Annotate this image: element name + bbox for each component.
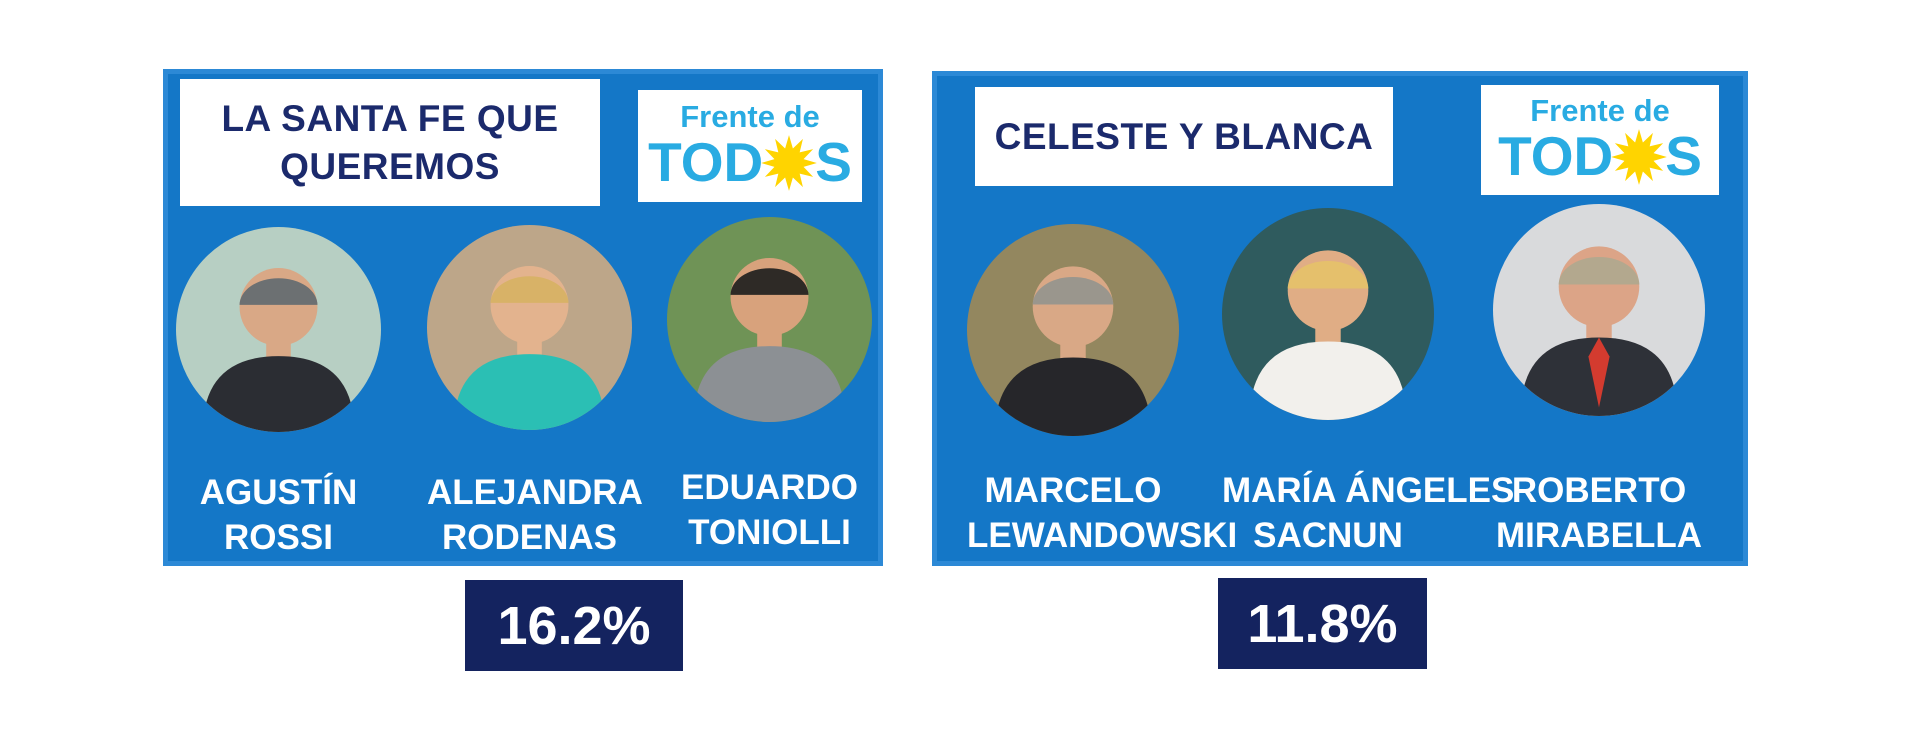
list-card-celeste-y-blanca: CELESTE Y BLANCA Frente de TOD S [932, 71, 1748, 566]
person-silhouette-icon [1520, 246, 1678, 416]
candidate-last-name: LEWANDOWSKI [967, 516, 1238, 555]
candidate-name: MARÍA ÁNGELES SACNUN [1222, 468, 1515, 558]
frente-de-todos-logo: Frente de TOD S [1481, 85, 1719, 195]
person-silhouette-icon [1249, 250, 1407, 420]
candidate-name: ALEJANDRA RODENAS [427, 470, 643, 560]
percentage-box: 16.2% [465, 580, 683, 671]
percentage-value: 16.2% [497, 595, 651, 656]
candidate-first-name: AGUSTÍN [199, 473, 358, 512]
person-silhouette-icon [453, 266, 606, 430]
candidate-name: ROBERTO MIRABELLA [1493, 468, 1705, 558]
candidate-photo [667, 217, 872, 422]
candidate-first-name: ROBERTO [1511, 471, 1687, 510]
candidate-last-name: ROSSI [224, 518, 333, 557]
logo-s-text: S [815, 131, 852, 193]
candidate-last-name: SACNUN [1253, 516, 1403, 555]
list-card-la-santa-fe: LA SANTA FE QUE QUEREMOS Frente de TOD S [163, 69, 883, 566]
candidate-photo [176, 227, 381, 432]
candidate-name: EDUARDO TONIOLLI [667, 465, 872, 555]
person-silhouette-icon [693, 258, 846, 422]
list-name-box: LA SANTA FE QUE QUEREMOS [180, 79, 600, 206]
candidate-first-name: EDUARDO [681, 468, 858, 507]
candidate-last-name: RODENAS [441, 518, 618, 557]
list-name-box: CELESTE Y BLANCA [975, 87, 1393, 186]
candidate-photo [427, 225, 632, 430]
logo-tod-text: TOD [1498, 125, 1614, 187]
candidate-first-name: MARCELO [984, 471, 1162, 510]
person-silhouette-icon [994, 266, 1152, 436]
logo-tod-text: TOD [648, 131, 764, 193]
candidate-first-name: ALEJANDRA [427, 473, 643, 512]
logo-frente-de-text: Frente de [1530, 92, 1670, 128]
list-name: LA SANTA FE QUE QUEREMOS [221, 98, 559, 187]
candidate-name: AGUSTÍN ROSSI [176, 470, 381, 560]
candidate-first-name: MARÍA ÁNGELES [1222, 471, 1515, 510]
percentage-box: 11.8% [1218, 578, 1427, 669]
frente-de-todos-logo: Frente de TOD S [638, 90, 862, 202]
candidate-photo [1493, 204, 1705, 416]
candidate-last-name: TONIOLLI [688, 513, 851, 552]
list-name: CELESTE Y BLANCA [994, 115, 1374, 157]
logo-todos-word: TOD S [648, 134, 852, 192]
candidate-last-name: MIRABELLA [1495, 516, 1703, 555]
candidate-photo [967, 224, 1179, 436]
logo-todos-word: TOD S [1498, 128, 1702, 186]
logo-frente-de-text: Frente de [680, 98, 820, 134]
sun-icon [761, 134, 818, 191]
person-silhouette-icon [202, 268, 355, 432]
candidate-photo [1222, 208, 1434, 420]
percentage-value: 11.8% [1247, 593, 1398, 654]
candidate-name: MARCELO LEWANDOWSKI [967, 468, 1238, 558]
sun-icon [1611, 128, 1668, 185]
logo-s-text: S [1665, 125, 1702, 187]
